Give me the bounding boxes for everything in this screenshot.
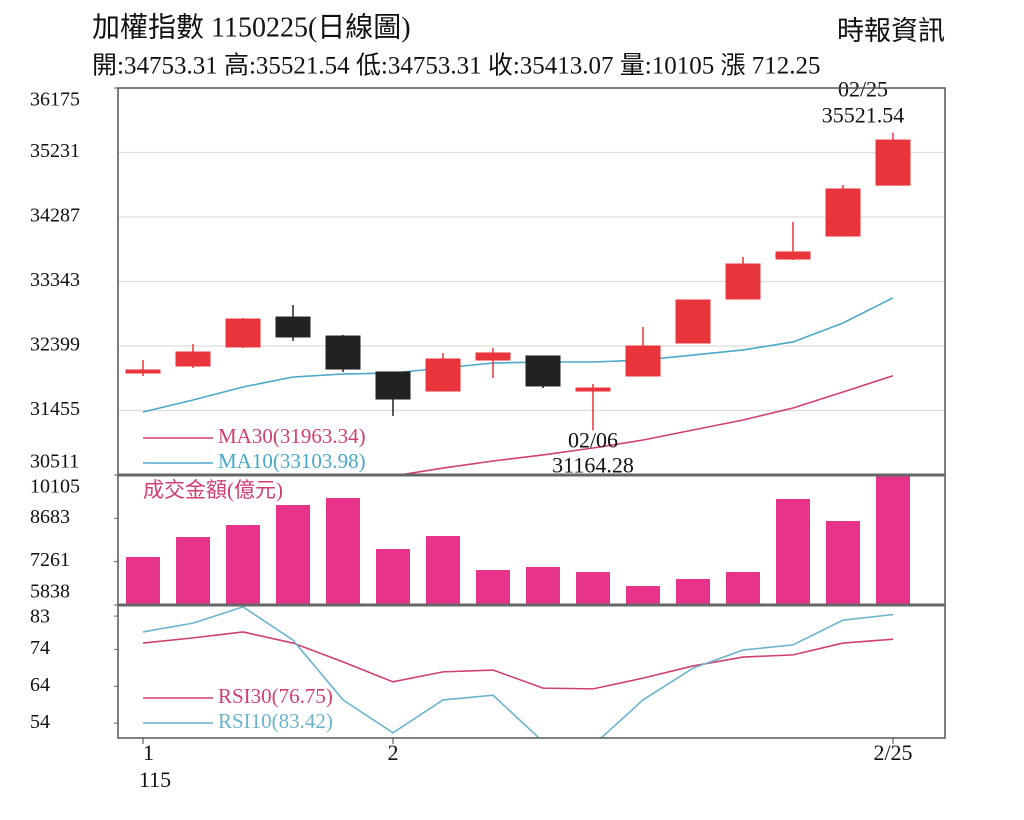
- candle-body: [525, 355, 561, 387]
- y-tick-label: 83: [30, 606, 50, 628]
- plot-area: 30511 31455 32399 33343 34287 35231 36175 MA30(…: [30, 77, 945, 792]
- bar: [826, 521, 860, 605]
- candle-body: [175, 351, 211, 367]
- bar: [226, 525, 260, 605]
- price-series: [125, 132, 911, 475]
- bar: [726, 572, 760, 605]
- candle-body: [675, 299, 711, 344]
- y-tick-label: 7261: [30, 549, 70, 571]
- chart-title: 加權指數 1150225(日線圖): [92, 11, 411, 43]
- y-tick-label: 64: [30, 674, 50, 696]
- candle-body: [275, 316, 311, 338]
- candle-body: [425, 358, 461, 392]
- candle-body: [875, 139, 911, 186]
- bar: [776, 499, 810, 605]
- bar: [176, 537, 210, 605]
- y-tick-label: 36175: [30, 89, 80, 111]
- x-tick-label: 2: [388, 740, 399, 765]
- series-line: [142, 631, 894, 690]
- y-tick-label: 5838: [30, 581, 70, 603]
- candle-body: [825, 188, 861, 237]
- y-tick-label: 34287: [30, 205, 80, 227]
- y-tick-label: 33343: [30, 269, 80, 291]
- bar: [276, 505, 310, 605]
- legend-label: MA10(33103.98): [218, 449, 366, 473]
- series-line: [394, 375, 894, 475]
- y-tick-label: 10105: [30, 476, 80, 498]
- annotation-label: 02/25: [838, 77, 888, 102]
- bar: [326, 498, 360, 605]
- frame: [117, 87, 946, 739]
- candle-body: [225, 318, 261, 348]
- y-tick-label: 74: [30, 637, 50, 659]
- annotation-value: 31164.28: [552, 452, 634, 477]
- series-line: [142, 297, 894, 413]
- annotation-value: 35521.54: [822, 103, 905, 128]
- bar: [526, 567, 560, 605]
- candle-body: [125, 369, 161, 374]
- y-tick-label: 32399: [30, 334, 80, 356]
- legend-label: RSI30(76.75): [218, 684, 333, 708]
- bar: [126, 557, 160, 605]
- x-tick-label: 2/25: [873, 740, 912, 765]
- candle-body: [775, 251, 811, 260]
- bar: [876, 475, 910, 605]
- candle-body: [375, 371, 411, 400]
- candle-body: [325, 335, 361, 370]
- y-tick-label: 30511: [30, 451, 79, 473]
- candle-body: [575, 387, 611, 392]
- y-tick-label: 35231: [30, 140, 80, 162]
- bar: [426, 536, 460, 605]
- y-tick-label: 54: [30, 711, 50, 733]
- x-tick-label: 1: [143, 740, 154, 765]
- source: 時報資訊: [837, 16, 945, 46]
- candle-body: [625, 345, 661, 377]
- y-tick-label: 8683: [30, 506, 70, 528]
- x-sublabel: 115: [139, 767, 171, 792]
- candle-body: [725, 263, 761, 300]
- y-tick-label: 31455: [30, 398, 80, 420]
- series-line: [142, 605, 894, 738]
- bar: [626, 586, 660, 605]
- volume-series: [126, 475, 910, 605]
- summary: 開:34753.31 高:35521.54 低:34753.31 收:35413…: [92, 52, 820, 80]
- rsi-series: [142, 605, 894, 738]
- bar: [676, 579, 710, 605]
- bar: [476, 569, 510, 605]
- bar: [376, 549, 410, 605]
- legend-label: RSI10(83.42): [218, 709, 333, 733]
- annotation-label: 02/06: [568, 427, 618, 452]
- bar: [576, 572, 610, 605]
- panel-title: 成交金額(億元): [143, 478, 283, 502]
- candle-body: [475, 352, 511, 361]
- legend-label: MA30(31963.34): [218, 424, 366, 448]
